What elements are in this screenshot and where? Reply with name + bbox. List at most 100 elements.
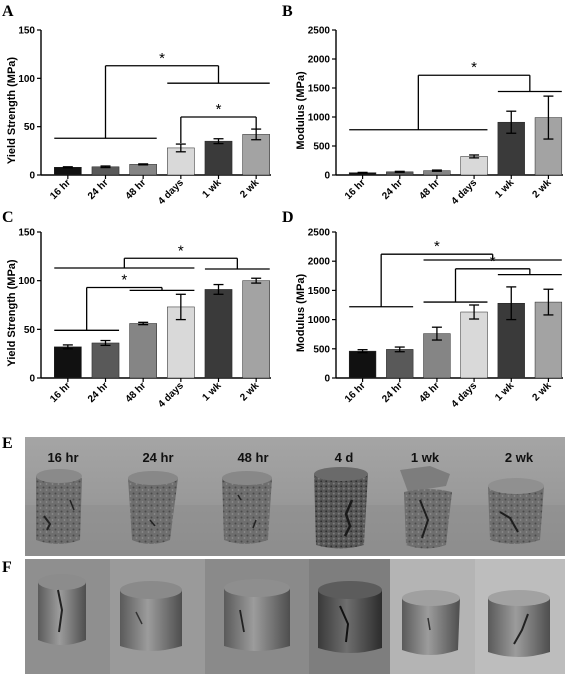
x-tick-label: 1 wk [201, 177, 224, 200]
y-tick-label: 150 [18, 228, 35, 239]
panel-label-c: C [2, 209, 14, 226]
significance-star: * [159, 50, 165, 67]
error-bar [394, 346, 405, 353]
specimen-f-1wk [402, 590, 460, 655]
y-tick-label: 2000 [308, 55, 331, 66]
bar-16-hr [54, 167, 82, 176]
x-tick-label: 4 days [156, 380, 186, 410]
significance-star: * [216, 101, 222, 118]
specimen-f-16hr [38, 574, 86, 645]
y-tick-label: 1000 [308, 315, 331, 326]
error-bar [506, 286, 517, 321]
error-bar [175, 293, 186, 321]
panel-label-d: D [282, 209, 294, 226]
specimen-f-2wk [488, 590, 550, 657]
significance-bracket [54, 65, 270, 139]
photo-e-label: 24 hr [142, 450, 173, 465]
error-bar [469, 304, 480, 320]
error-bar [357, 349, 368, 354]
x-tick-label: 4 days [156, 177, 186, 207]
bar-2-wk [242, 134, 270, 176]
significance-star: * [471, 59, 477, 76]
x-tick-label: 48 hr [124, 177, 149, 202]
significance-bracket [349, 253, 562, 308]
y-tick-label: 50 [24, 325, 36, 336]
x-tick-label: 16 hr [48, 380, 73, 405]
y-tick-label: 50 [24, 122, 36, 133]
significance-bracket [423, 268, 562, 303]
bar-4-days [460, 311, 488, 379]
x-tick-label: 16 hr [343, 380, 368, 405]
y-tick-label: 150 [18, 26, 35, 37]
error-bar [138, 163, 149, 166]
x-tick-label: 48 hr [124, 380, 149, 405]
x-tick-label: 24 hr [380, 380, 405, 405]
significance-star: * [121, 271, 127, 288]
bar-1-wk [204, 289, 233, 379]
y-tick-label: 1500 [308, 84, 331, 95]
photo-f [25, 559, 565, 674]
specimen-e-16hr [36, 469, 82, 544]
x-tick-label: 24 hr [380, 177, 405, 202]
x-tick-label: 2 wk [530, 177, 553, 200]
y-tick-label: 1000 [308, 113, 331, 124]
photo-e-label: 2 wk [505, 450, 534, 465]
y-tick-label: 0 [324, 171, 330, 182]
x-tick-label: 2 wk [530, 380, 553, 403]
y-tick-label: 500 [313, 142, 330, 153]
y-axis-title: Modulus (MPa) [295, 71, 307, 150]
bar-16-hr [54, 346, 82, 379]
x-tick-label: 4 days [449, 380, 479, 410]
x-tick-label: 2 wk [238, 380, 261, 403]
x-tick-label: 48 hr [417, 380, 442, 405]
error-bar [100, 339, 111, 347]
chart-d: 0 500 1000 1500 2000 2500 Modulus (MPa) 16 hr 24… [295, 228, 563, 410]
error-bar [251, 128, 262, 141]
error-bar [213, 138, 224, 145]
significance-bracket [349, 74, 562, 131]
x-tick-label: 24 hr [86, 177, 111, 202]
photo-e-label: 48 hr [237, 450, 268, 465]
y-tick-label: 0 [29, 171, 35, 182]
x-tick-label: 1 wk [493, 177, 516, 200]
y-tick-label: 2000 [308, 257, 331, 268]
error-bar [62, 344, 73, 350]
specimen-f-4d [318, 581, 382, 653]
chart-a: 0 50 100 150 Yield Strength (MPa) 16 hr 24 hr 4… [6, 26, 271, 207]
specimen-e-24hr [128, 471, 178, 544]
bar-48-hr [129, 164, 157, 176]
bar-1-wk [204, 140, 233, 176]
x-tick-label: 16 hr [343, 177, 368, 202]
error-bar [62, 166, 73, 169]
x-tick-label: 1 wk [201, 380, 224, 403]
y-tick-label: 500 [313, 344, 330, 355]
photo-e-label: 1 wk [411, 450, 440, 465]
bar-24-hr [386, 349, 414, 379]
error-bar [175, 143, 186, 153]
x-tick-label: 1 wk [493, 380, 516, 403]
error-bar [431, 169, 442, 172]
x-tick-label: 16 hr [48, 177, 73, 202]
bar-4-days [460, 156, 488, 176]
x-tick-label: 4 days [449, 177, 479, 207]
y-axis-title: Modulus (MPa) [295, 274, 307, 353]
error-bar [251, 277, 262, 284]
chart-c: 0 50 100 150 Yield Strength (MPa) 16 hr 24 hr 4… [6, 228, 271, 410]
significance-bracket [54, 257, 270, 270]
y-tick-label: 2500 [308, 26, 331, 37]
significance-bracket [54, 286, 195, 331]
significance-bracket [180, 116, 257, 144]
photo-e: 16 hr 24 hr 48 hr 4 d 1 wk 2 wk [25, 437, 565, 556]
error-bar [431, 326, 442, 341]
x-tick-label: 48 hr [417, 177, 442, 202]
error-bar [543, 95, 554, 140]
error-bar [357, 171, 368, 174]
chart-b: 0 500 1000 1500 2000 2500 Modulus (MPa) 16 hr 24… [295, 26, 563, 207]
y-tick-label: 0 [324, 374, 330, 385]
error-bar [506, 110, 517, 134]
bar-2-wk [242, 280, 270, 379]
error-bar [394, 170, 405, 173]
panel-label-e: E [2, 435, 13, 452]
significance-star: * [490, 253, 496, 270]
